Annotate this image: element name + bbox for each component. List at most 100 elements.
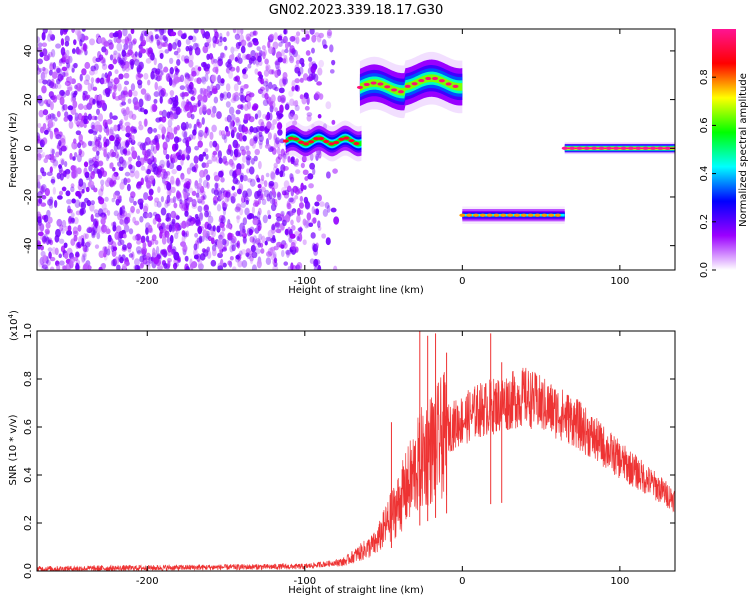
noise-speckle: [170, 31, 177, 37]
noise-speckle: [218, 157, 223, 164]
noise-speckle: [97, 208, 104, 217]
noise-speckle: [92, 98, 96, 105]
noise-speckle: [49, 166, 53, 174]
noise-speckle: [56, 263, 61, 270]
noise-speckle: [295, 54, 301, 62]
noise-speckle: [114, 231, 120, 240]
band-peak: [397, 90, 404, 94]
noise-speckle: [262, 214, 268, 224]
noise-speckle: [106, 177, 112, 184]
noise-speckle: [48, 81, 55, 89]
noise-speckle: [116, 154, 120, 162]
noise-speckle: [97, 50, 102, 59]
noise-speckle: [58, 190, 64, 196]
noise-speckle: [242, 217, 248, 226]
noise-speckle: [253, 199, 257, 205]
noise-speckle: [235, 116, 240, 123]
noise-speckle: [218, 129, 222, 136]
noise-speckle: [304, 30, 310, 38]
noise-speckle: [140, 88, 147, 95]
noise-speckle: [296, 207, 301, 216]
noise-speckle: [210, 237, 215, 245]
noise-speckle: [174, 262, 180, 267]
noise-speckle: [278, 87, 285, 94]
noise-speckle: [161, 126, 167, 135]
noise-speckle: [223, 245, 227, 251]
noise-speckle: [189, 215, 193, 223]
noise-speckle: [277, 153, 283, 160]
noise-speckle: [135, 208, 141, 214]
band-peak: [466, 213, 473, 217]
noise-speckle: [122, 244, 127, 251]
noise-speckle: [252, 127, 259, 134]
noise-speckle: [174, 232, 179, 240]
noise-speckle: [175, 67, 179, 76]
noise-speckle: [65, 263, 72, 270]
noise-speckle: [44, 188, 51, 197]
noise-speckle: [262, 77, 268, 83]
noise-speckle: [104, 48, 109, 56]
noise-speckle: [193, 78, 200, 83]
noise-speckle: [172, 262, 178, 270]
noise-speckle: [236, 215, 240, 224]
noise-speckle: [41, 194, 47, 200]
noise-speckle: [108, 42, 114, 50]
noise-speckle: [191, 261, 198, 269]
noise-speckle: [117, 83, 122, 92]
noise-speckle: [187, 215, 193, 223]
noise-speckle: [54, 234, 60, 243]
noise-speckle: [81, 255, 86, 264]
noise-speckle: [114, 69, 119, 75]
noise-speckle: [273, 198, 278, 205]
noise-speckle: [98, 197, 105, 205]
noise-speckle: [77, 103, 84, 110]
noise-speckle: [277, 129, 283, 136]
noise-speckle: [113, 50, 118, 56]
noise-speckle: [275, 51, 282, 60]
noise-speckle: [290, 156, 295, 163]
noise-speckle: [217, 74, 222, 84]
noise-speckle: [48, 69, 53, 76]
noise-speckle: [317, 264, 322, 270]
band-peak: [438, 79, 445, 83]
noise-speckle: [184, 210, 189, 217]
noise-speckle: [92, 230, 97, 236]
noise-speckle: [42, 151, 46, 158]
noise-speckle: [98, 134, 102, 141]
noise-speckle: [304, 201, 311, 210]
bottom-x-axis-label: Height of straight line (km): [288, 585, 424, 596]
noise-speckle: [42, 48, 48, 57]
noise-speckle: [131, 251, 135, 261]
noise-speckle: [281, 49, 285, 57]
noise-speckle: [153, 200, 159, 208]
noise-speckle: [230, 120, 234, 128]
noise-speckle: [96, 108, 100, 116]
noise-speckle: [283, 192, 290, 199]
noise-speckle: [101, 73, 105, 80]
noise-speckle: [157, 62, 163, 71]
noise-speckle: [49, 266, 55, 270]
noise-speckle: [314, 201, 320, 207]
noise-speckle: [294, 188, 300, 195]
noise-speckle: [147, 195, 153, 201]
noise-speckle: [306, 212, 312, 221]
noise-speckle: [142, 205, 149, 214]
noise-speckle: [251, 105, 258, 111]
noise-speckle: [67, 114, 73, 120]
noise-speckle: [55, 151, 60, 158]
noise-speckle: [311, 34, 317, 43]
noise-speckle: [244, 207, 250, 216]
noise-speckle: [176, 164, 182, 172]
noise-speckle: [317, 67, 323, 76]
noise-speckle: [274, 69, 280, 78]
noise-speckle: [191, 190, 197, 197]
noise-speckle: [150, 70, 155, 80]
noise-speckle: [199, 87, 204, 95]
noise-speckle: [109, 135, 115, 142]
noise-speckle: [184, 72, 190, 79]
noise-speckle: [65, 49, 70, 56]
noise-speckle: [77, 224, 82, 232]
noise-speckle: [185, 83, 190, 89]
noise-speckle: [216, 225, 221, 233]
